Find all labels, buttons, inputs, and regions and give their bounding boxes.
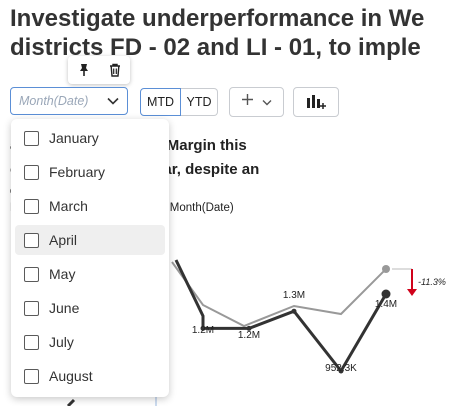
chevron-down-icon — [107, 97, 119, 105]
data-label: 952.3K — [325, 363, 357, 374]
current-year-point — [246, 325, 252, 331]
title-line-1: Investigate underperformance in We — [10, 5, 425, 32]
checkbox[interactable] — [24, 266, 39, 282]
data-label: 1.2M — [238, 330, 260, 341]
month-option-february[interactable]: February — [15, 157, 165, 187]
month-filter-select[interactable]: Month(Date) — [10, 87, 128, 115]
prior-year-line — [171, 261, 387, 328]
month-option-label: May — [49, 266, 76, 282]
month-option-may[interactable]: May — [15, 259, 165, 289]
trash-icon[interactable] — [107, 62, 123, 78]
add-chart-button[interactable] — [293, 87, 339, 117]
data-label: 1.3M — [283, 290, 305, 301]
bar-chart-add-icon — [305, 90, 327, 115]
current-year-point — [381, 289, 391, 299]
checkbox[interactable] — [24, 300, 39, 316]
data-label: 1.4M — [375, 299, 397, 310]
current-year-point — [338, 368, 344, 374]
month-option-label: January — [49, 130, 99, 146]
page-title: Investigate underperformance in We distr… — [10, 4, 449, 62]
checkbox[interactable] — [24, 130, 39, 146]
checkbox[interactable] — [24, 232, 39, 248]
month-option-label: April — [49, 232, 78, 248]
plus-icon — [241, 93, 254, 111]
mtd-toggle[interactable]: MTD — [140, 88, 181, 116]
month-option-label: March — [49, 198, 88, 214]
ytd-toggle[interactable]: YTD — [181, 88, 218, 116]
checkbox[interactable] — [24, 198, 39, 214]
prior-year-point — [382, 265, 390, 273]
chevron-down-icon — [262, 93, 272, 111]
month-option-april[interactable]: April — [15, 225, 165, 255]
variance-label: -11.3% — [418, 277, 446, 287]
month-option-label: June — [49, 300, 80, 316]
pin-icon[interactable] — [76, 62, 92, 78]
checkbox[interactable] — [24, 334, 39, 350]
current-year-point — [291, 308, 297, 314]
filter-actions-popover — [68, 56, 130, 84]
month-option-july[interactable]: July — [15, 327, 165, 357]
data-label: 1.2M — [192, 325, 214, 336]
current-year-point — [200, 325, 206, 331]
month-option-august[interactable]: August — [15, 361, 165, 391]
month-option-january[interactable]: January — [15, 123, 165, 153]
current-year-line-tail — [66, 398, 76, 406]
month-option-march[interactable]: March — [15, 191, 165, 221]
checkbox[interactable] — [24, 164, 39, 180]
checkbox[interactable] — [24, 368, 39, 384]
month-option-label: July — [49, 334, 74, 350]
add-filter-button[interactable] — [229, 87, 284, 117]
month-option-label: February — [49, 164, 106, 180]
month-option-label: August — [49, 368, 93, 384]
current-year-line — [174, 259, 388, 374]
month-option-june[interactable]: June — [15, 293, 165, 323]
month-filter-placeholder: Month(Date) — [19, 94, 89, 108]
variance-arrow-head — [407, 289, 417, 296]
month-dropdown-menu: January February March April May June July Augu… — [11, 119, 169, 397]
